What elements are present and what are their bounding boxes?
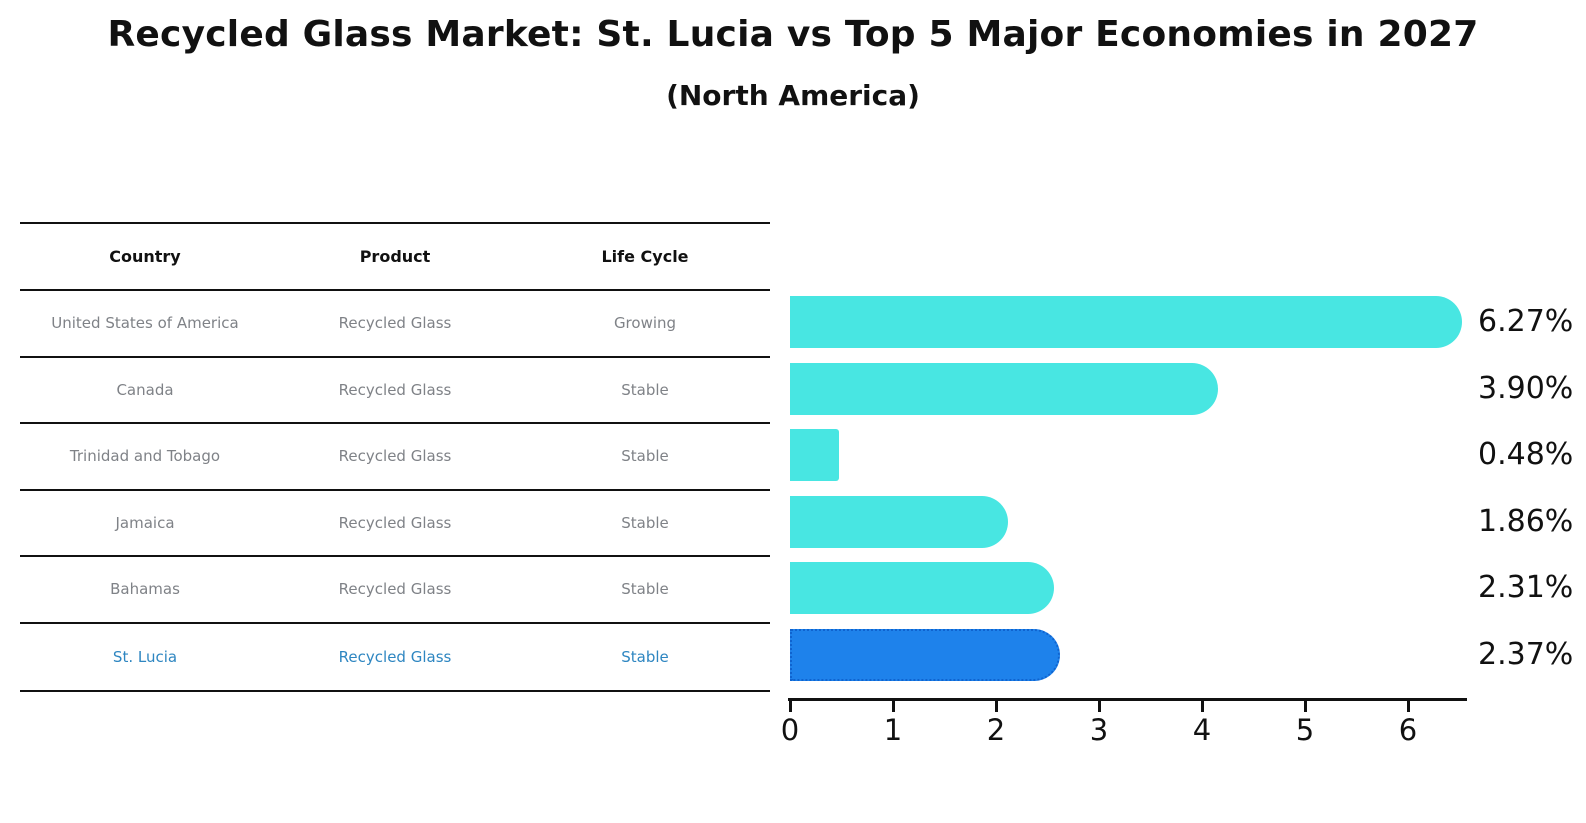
page-subtitle: (North America) xyxy=(666,79,920,112)
cell-product: Recycled Glass xyxy=(338,380,452,399)
table-body: United States of America Recycled Glass Gr… xyxy=(20,291,770,690)
cell-life-cycle: Stable xyxy=(621,380,669,399)
bar-united-states-of-america xyxy=(790,296,1462,349)
cell-country: Jamaica xyxy=(115,513,175,532)
x-tick-label: 6 xyxy=(1398,713,1418,747)
table-header-cell-life-cycle: Life Cycle xyxy=(601,247,689,266)
x-tick-mark xyxy=(892,701,895,712)
data-table: Country Product Life Cycle United States o… xyxy=(20,222,770,692)
cell-life-cycle: Growing xyxy=(613,314,677,333)
page-title: Recycled Glass Market: St. Lucia vs Top … xyxy=(107,14,1479,55)
x-tick-mark xyxy=(995,701,998,712)
bar-value-label: 1.86% xyxy=(1478,503,1574,539)
cell-country: St. Lucia xyxy=(112,647,178,666)
bar-canada xyxy=(790,362,1218,415)
x-axis-line xyxy=(788,698,1467,701)
x-tick-label: 5 xyxy=(1295,713,1315,747)
cell-product: Recycled Glass xyxy=(338,447,452,466)
cell-life-cycle: Stable xyxy=(621,513,669,532)
table-row: Jamaica Recycled Glass Stable xyxy=(20,491,770,557)
cell-product: Recycled Glass xyxy=(338,647,452,666)
x-tick-mark xyxy=(1407,701,1410,712)
cell-life-cycle: Stable xyxy=(621,580,669,599)
x-tick-label: 4 xyxy=(1192,713,1212,747)
cell-product: Recycled Glass xyxy=(338,314,452,333)
table-header-cell-country: Country xyxy=(109,247,181,266)
cell-country: Trinidad and Tobago xyxy=(69,447,221,466)
x-tick-mark xyxy=(1098,701,1101,712)
table-row: Trinidad and Tobago Recycled Glass Stable xyxy=(20,424,770,491)
x-tick-label: 2 xyxy=(986,713,1006,747)
table-row: Canada Recycled Glass Stable xyxy=(20,358,770,424)
x-tick-mark xyxy=(1304,701,1307,712)
table-header-row: Country Product Life Cycle xyxy=(20,224,770,291)
bar-value-label: 3.90% xyxy=(1478,370,1574,406)
cell-life-cycle: Stable xyxy=(621,447,669,466)
x-tick-label: 3 xyxy=(1089,713,1109,747)
bar-trinidad-and-tobago xyxy=(790,429,839,482)
cell-life-cycle: Stable xyxy=(621,647,669,666)
table-row: St. Lucia Recycled Glass Stable xyxy=(20,624,770,691)
table-row: Bahamas Recycled Glass Stable xyxy=(20,557,770,624)
x-tick-mark xyxy=(1201,701,1204,712)
table-header-cell-product: Product xyxy=(359,247,431,266)
bar-value-label: 6.27% xyxy=(1478,304,1574,340)
cell-product: Recycled Glass xyxy=(338,580,452,599)
x-tick-mark xyxy=(789,701,792,712)
x-tick-label: 1 xyxy=(883,713,903,747)
bar-value-label: 2.37% xyxy=(1478,636,1574,672)
cell-country: Canada xyxy=(116,380,174,399)
bar-value-label: 0.48% xyxy=(1478,437,1574,473)
cell-product: Recycled Glass xyxy=(338,513,452,532)
bar-jamaica xyxy=(790,495,1008,548)
bar-value-label: 2.31% xyxy=(1478,570,1574,606)
table-row: United States of America Recycled Glass Gr… xyxy=(20,291,770,358)
cell-country: United States of America xyxy=(51,314,239,333)
bar-bahamas xyxy=(790,562,1054,615)
cell-country: Bahamas xyxy=(110,580,180,599)
bar-st-lucia xyxy=(790,628,1060,681)
x-tick-label: 0 xyxy=(780,713,800,747)
